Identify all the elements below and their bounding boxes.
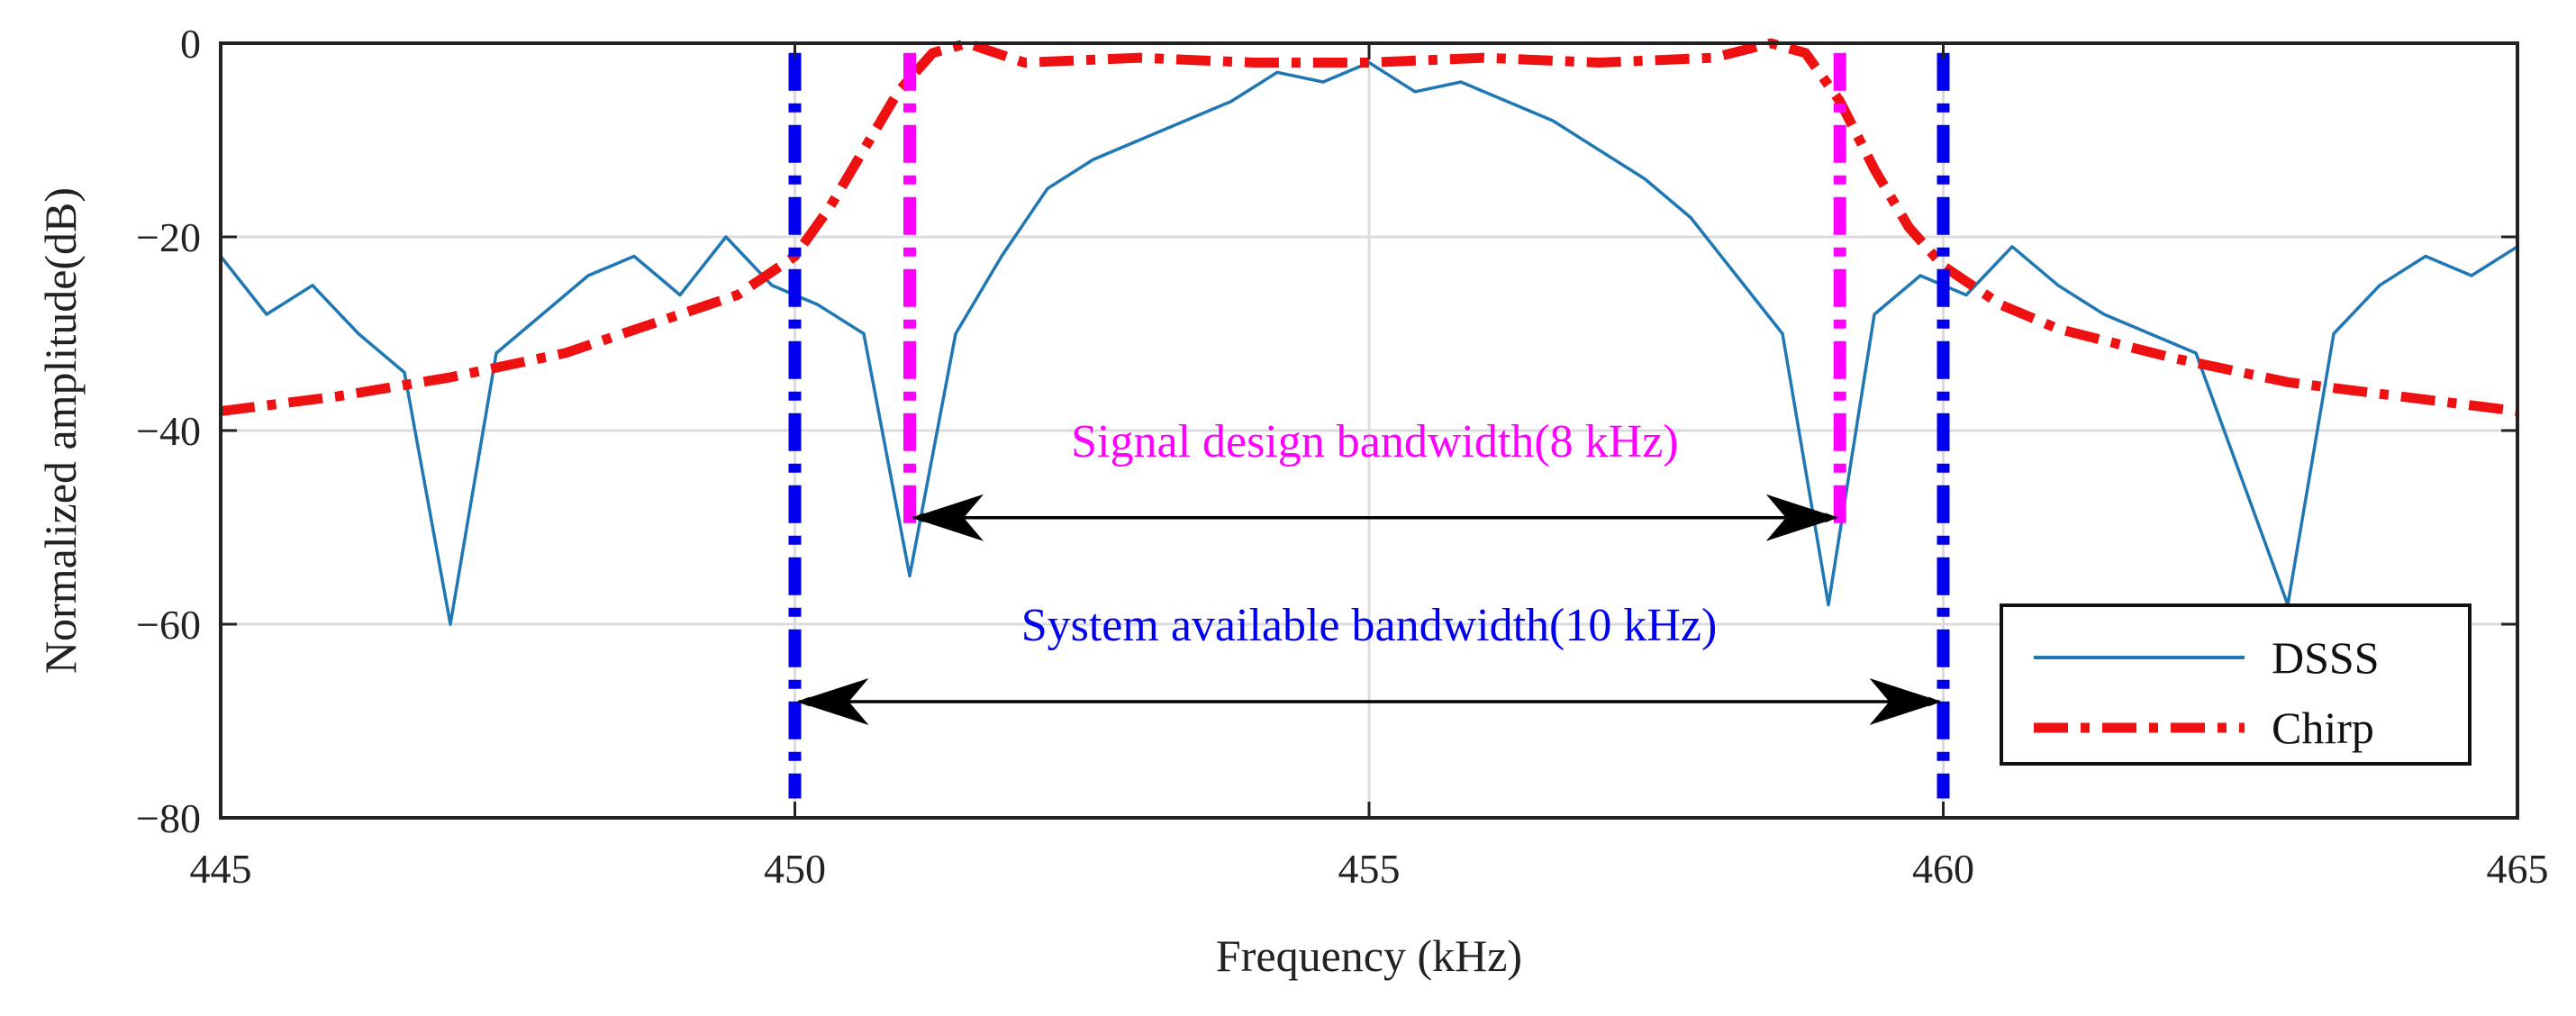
y-tick-label: 0 [180, 21, 201, 67]
legend-label-dsss: DSSS [2272, 632, 2380, 683]
x-tick-label: 465 [2487, 846, 2549, 892]
x-tick-label: 460 [1912, 846, 1974, 892]
y-tick-label: −20 [136, 214, 201, 260]
y-tick-label: −40 [136, 408, 201, 454]
x-tick-label: 455 [1338, 846, 1401, 892]
y-axis-title: Normalized amplitude(dB) [35, 187, 86, 674]
y-tick-label: −60 [136, 602, 201, 648]
y-tick-label: −80 [136, 795, 201, 841]
arrowhead-left [912, 494, 984, 541]
arrowhead-right [1765, 494, 1838, 541]
annotation-label: System available bandwidth(10 kHz) [1021, 600, 1718, 651]
arrowhead-right [1869, 678, 1942, 725]
series-line-dsss [221, 60, 2517, 626]
legend-box [2000, 603, 2472, 766]
series-line-chirp [221, 38, 2517, 416]
x-axis-title: Frequency (kHz) [1216, 930, 1522, 981]
arrowhead-left [796, 678, 869, 725]
annotation-label: Signal design bandwidth(8 kHz) [1071, 416, 1678, 467]
legend-label-chirp: Chirp [2272, 703, 2374, 753]
x-tick-label: 450 [764, 846, 826, 892]
x-tick-label: 445 [190, 846, 252, 892]
